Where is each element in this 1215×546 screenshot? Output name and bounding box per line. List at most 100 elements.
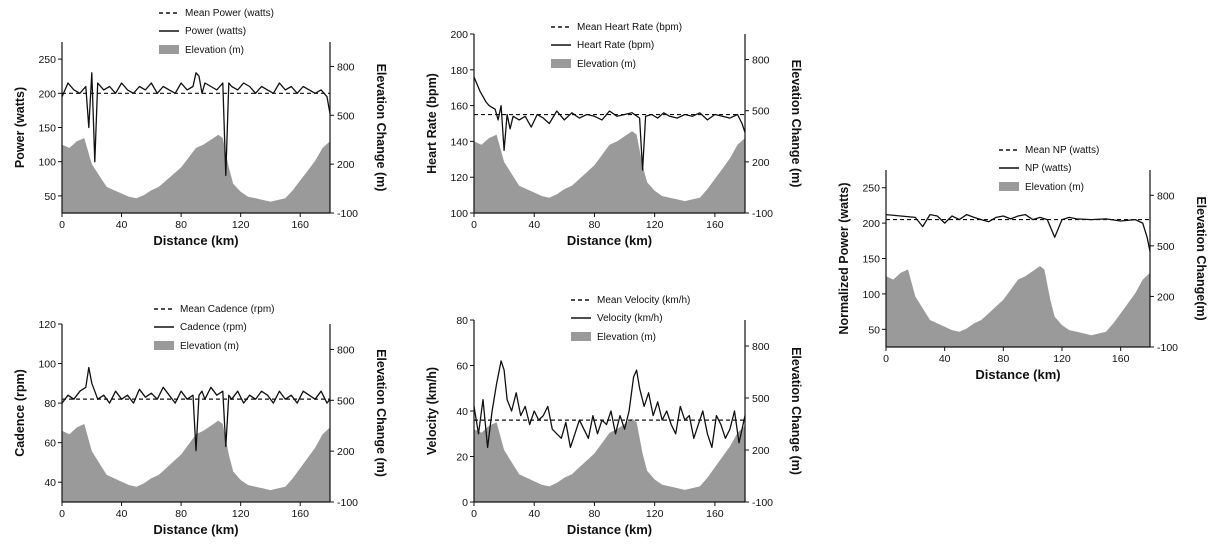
x-tick-label: 160: [291, 219, 309, 231]
x-tick-label: 40: [116, 219, 128, 231]
y-tick-label: 40: [456, 406, 468, 418]
y-tick-label: 180: [450, 65, 468, 77]
x-axis-label: Distance (km): [567, 522, 652, 537]
x-tick-label: 160: [706, 219, 724, 231]
y-axis-label: Cadence (rpm): [13, 369, 27, 457]
y-tick-label: 100: [38, 157, 56, 169]
x-tick-label: 120: [646, 219, 664, 231]
x-tick-label: 40: [116, 508, 128, 520]
y-axis-label: Power (watts): [13, 87, 27, 168]
y2-tick-label: 200: [337, 446, 355, 458]
elevation-area: [474, 418, 745, 502]
y2-tick-label: -100: [337, 497, 358, 509]
x-tick-label: 120: [232, 219, 250, 231]
legend-series-label: Power (watts): [185, 26, 246, 37]
chart-panel-5: 0 40 80 120 160 0 20 40 60 80 -100 200 500 800 Distanc…: [425, 295, 803, 537]
y2-tick-label: 200: [752, 157, 770, 169]
y-tick-label: 150: [38, 123, 56, 135]
x-tick-label: 120: [1053, 353, 1071, 365]
y2-tick-label: 800: [752, 341, 770, 353]
y-tick-label: 100: [38, 359, 56, 371]
x-tick-label: 80: [175, 219, 187, 231]
y-tick-label: 100: [450, 208, 468, 220]
y-tick-label: 50: [868, 324, 880, 336]
y2-tick-label: -100: [1157, 342, 1178, 354]
legend-elevation-label: Elevation (m): [185, 45, 244, 56]
legend: Mean NP (watts) NP (watts) Elevation (m): [999, 145, 1099, 193]
legend: Mean Cadence (rpm) Cadence (rpm) Elevation…: [154, 304, 274, 352]
x-tick-label: 120: [646, 508, 664, 520]
x-tick-label: 80: [997, 353, 1009, 365]
x-tick-label: 160: [291, 508, 309, 520]
y-tick-label: 140: [450, 136, 468, 148]
x-tick-label: 0: [471, 219, 477, 231]
x-tick-label: 80: [175, 508, 187, 520]
legend-elevation-label: Elevation (m): [597, 332, 656, 343]
legend-elevation-swatch: [999, 182, 1019, 191]
y2-tick-label: -100: [752, 208, 773, 220]
y-tick-label: 160: [450, 101, 468, 113]
y2-tick-label: 200: [337, 159, 355, 171]
y2-axis-label: Elevation Change(m): [1194, 196, 1208, 320]
y-tick-label: 200: [450, 29, 468, 41]
y-tick-label: 80: [456, 315, 468, 327]
x-axis-label: Distance (km): [153, 233, 238, 248]
legend-series-label: NP (watts): [1025, 163, 1072, 174]
legend-series-label: Heart Rate (bpm): [577, 40, 654, 51]
y2-axis-label: Elevation Change (m): [789, 60, 803, 188]
y2-axis-label: Elevation Change (m): [789, 347, 803, 475]
y2-tick-label: 500: [752, 106, 770, 118]
y2-tick-label: -100: [752, 497, 773, 509]
y2-tick-label: 500: [337, 110, 355, 122]
series-line: [61, 72, 331, 177]
y-tick-label: 200: [862, 218, 880, 230]
elevation-area: [62, 420, 330, 502]
x-tick-label: 40: [528, 219, 540, 231]
x-tick-label: 0: [59, 219, 65, 231]
legend-elevation-label: Elevation (m): [180, 341, 239, 352]
x-tick-label: 160: [1112, 353, 1130, 365]
x-axis-label: Distance (km): [153, 522, 238, 537]
legend-elevation-label: Elevation (m): [1025, 182, 1084, 193]
chart-panel-4: 0 40 80 120 160 40 60 80 100 120 -100 200 500 800 Dist…: [13, 304, 388, 537]
chart-panel-3: 0 40 80 120 160 50 100 150 200 250 -100 200 500 800 Di…: [837, 145, 1208, 382]
y2-tick-label: 800: [337, 61, 355, 73]
legend-elevation-swatch: [154, 341, 174, 350]
y-tick-label: 150: [862, 254, 880, 266]
series-line: [61, 366, 331, 452]
y-axis-label: Velocity (km/h): [425, 367, 439, 455]
legend-elevation-label: Elevation (m): [577, 59, 636, 70]
elevation-area: [886, 266, 1150, 347]
y2-tick-label: 500: [337, 395, 355, 407]
y-tick-label: 20: [456, 452, 468, 464]
legend-series-label: Cadence (rpm): [180, 322, 247, 333]
y-tick-label: 250: [38, 54, 56, 66]
legend: Mean Velocity (km/h) Velocity (km/h) Eleva…: [571, 295, 690, 343]
y-tick-label: 120: [38, 319, 56, 331]
y2-axis-label: Elevation Change (m): [374, 349, 388, 477]
y2-tick-label: -100: [337, 208, 358, 220]
legend-series-label: Velocity (km/h): [597, 313, 663, 324]
chart-panel-2: 0 40 80 120 160 100 120 140 160 180 200 -100 200 500 8…: [425, 22, 803, 248]
y-tick-label: 200: [38, 88, 56, 100]
y-tick-label: 120: [450, 172, 468, 184]
legend-mean-label: Mean NP (watts): [1025, 145, 1099, 156]
series-line: [885, 213, 1151, 252]
elevation-area: [474, 131, 745, 213]
legend-mean-label: Mean Power (watts): [185, 8, 274, 19]
chart-panel-1: 0 40 80 120 160 50 100 150 200 250 -100 200 500 800 Di…: [13, 8, 388, 248]
legend-elevation-swatch: [551, 59, 571, 68]
y-tick-label: 0: [462, 497, 468, 509]
legend-mean-label: Mean Heart Rate (bpm): [577, 22, 682, 33]
x-axis-label: Distance (km): [975, 367, 1060, 382]
x-tick-label: 80: [589, 219, 601, 231]
y2-axis-label: Elevation Change (m): [374, 64, 388, 192]
x-tick-label: 80: [589, 508, 601, 520]
y2-tick-label: 800: [752, 55, 770, 67]
series-line: [473, 360, 746, 449]
y-tick-label: 80: [44, 398, 56, 410]
y-axis-label: Normalized Power (watts): [837, 182, 851, 334]
y2-tick-label: 800: [337, 344, 355, 356]
x-tick-label: 120: [232, 508, 250, 520]
